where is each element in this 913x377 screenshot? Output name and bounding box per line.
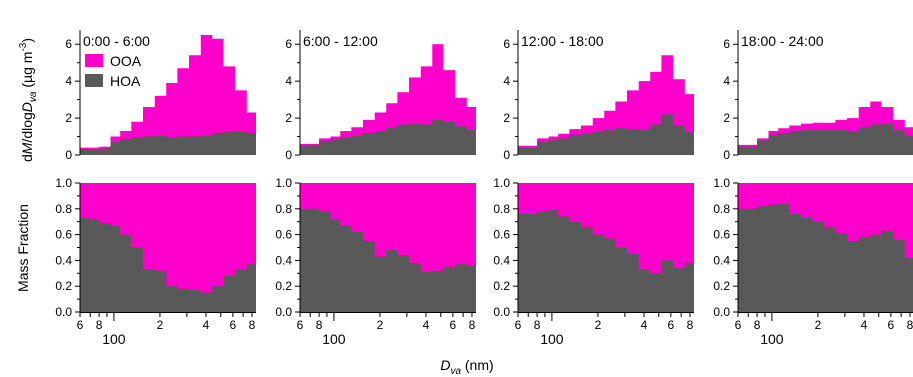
x-minor-tick-label: 8 (249, 318, 256, 332)
hoa-area-top (300, 119, 476, 155)
x-minor-tick-label: 6 (515, 318, 522, 332)
panel-title: 18:00 - 24:00 (741, 33, 824, 49)
bottom-y-tick-label: 0.4 (493, 253, 510, 267)
hoa-area-top (80, 131, 256, 155)
bottom-y-tick-label: 0.2 (713, 279, 730, 293)
hoa-area-bottom (300, 208, 476, 312)
x-minor-tick-label: 8 (96, 318, 103, 332)
x-major-tick-label: 100 (760, 331, 784, 347)
bottom-y-tick-label: 0.6 (275, 228, 292, 242)
hoa-area-bottom (518, 210, 694, 312)
top-y-tick-label: 0 (723, 148, 730, 162)
bottom-y-tick-label: 0.4 (275, 253, 292, 267)
x-minor-tick-label: 2 (377, 318, 384, 332)
legend-label-hoa: HOA (110, 73, 141, 89)
bottom-y-tick-label: 0.8 (275, 202, 292, 216)
x-major-tick-label: 100 (322, 331, 346, 347)
hoa-area-bottom (738, 203, 913, 312)
x-minor-tick-label: 6 (735, 318, 742, 332)
x-minor-tick-label: 6 (450, 318, 457, 332)
legend-swatch-ooa (85, 54, 103, 67)
x-major-tick-label: 100 (102, 331, 126, 347)
panel-title: 12:00 - 18:00 (521, 33, 604, 49)
bottom-y-tick-label: 0.4 (713, 253, 730, 267)
top-y-tick-label: 0 (285, 148, 292, 162)
bottom-y-tick-label: 1.0 (713, 176, 730, 190)
hoa-area-top (738, 123, 913, 155)
x-minor-tick-label: 2 (157, 318, 164, 332)
bottom-y-tick-label: 0.8 (493, 202, 510, 216)
legend-label-ooa: OOA (110, 53, 142, 69)
bottom-y-tick-label: 0.8 (55, 202, 72, 216)
legend-swatch-hoa (85, 74, 103, 87)
bottom-y-tick-label: 0.2 (55, 279, 72, 293)
top-y-tick-label: 2 (503, 111, 510, 125)
top-y-tick-label: 2 (285, 111, 292, 125)
bottom-y-tick-label: 0.6 (493, 228, 510, 242)
bottom-y-tick-label: 0.2 (493, 279, 510, 293)
top-y-tick-label: 0 (503, 148, 510, 162)
top-y-tick-label: 0 (65, 148, 72, 162)
bottom-y-tick-label: 0.8 (713, 202, 730, 216)
bottom-y-tick-label: 0.0 (713, 305, 730, 319)
x-minor-tick-label: 6 (77, 318, 84, 332)
x-minor-tick-label: 8 (316, 318, 323, 332)
top-y-tick-label: 6 (65, 37, 72, 51)
panel-title: 0:00 - 6:00 (83, 33, 150, 49)
top-y-tick-label: 2 (723, 111, 730, 125)
bottom-y-tick-label: 0.4 (55, 253, 72, 267)
x-minor-tick-label: 8 (687, 318, 694, 332)
hoa-area-top (518, 114, 694, 155)
top-y-tick-label: 6 (503, 37, 510, 51)
top-y-tick-label: 4 (65, 74, 72, 88)
x-axis-label: Dva (nm) (440, 357, 493, 377)
legend: OOA HOA (85, 53, 142, 89)
x-minor-tick-label: 2 (815, 318, 822, 332)
bottom-y-axis-label: Mass Fraction (15, 204, 31, 292)
x-minor-tick-label: 4 (861, 318, 868, 332)
x-minor-tick-label: 4 (203, 318, 210, 332)
x-minor-tick-label: 8 (754, 318, 761, 332)
top-y-axis-label: dM/dlogDva (µg m-3) (18, 38, 39, 162)
x-minor-tick-label: 8 (469, 318, 476, 332)
x-minor-tick-label: 6 (297, 318, 304, 332)
bottom-y-tick-label: 0.2 (275, 279, 292, 293)
x-minor-tick-label: 6 (668, 318, 675, 332)
hoa-area-bottom (80, 217, 256, 312)
panel-title: 6:00 - 12:00 (303, 33, 378, 49)
x-minor-tick-label: 6 (888, 318, 895, 332)
x-minor-tick-label: 2 (595, 318, 602, 332)
top-y-tick-label: 4 (503, 74, 510, 88)
x-major-tick-label: 100 (540, 331, 564, 347)
top-y-tick-label: 4 (723, 74, 730, 88)
bottom-y-tick-label: 1.0 (55, 176, 72, 190)
bottom-y-tick-label: 0.0 (493, 305, 510, 319)
top-y-tick-label: 2 (65, 111, 72, 125)
bottom-y-tick-label: 0.0 (55, 305, 72, 319)
top-y-tick-label: 6 (723, 37, 730, 51)
ooa-area-top (80, 35, 256, 155)
bottom-y-tick-label: 0.6 (55, 228, 72, 242)
bottom-y-tick-label: 1.0 (493, 176, 510, 190)
bottom-y-tick-label: 0.0 (275, 305, 292, 319)
bottom-y-tick-label: 1.0 (275, 176, 292, 190)
top-y-tick-label: 6 (285, 37, 292, 51)
x-minor-tick-label: 6 (230, 318, 237, 332)
x-minor-tick-label: 4 (641, 318, 648, 332)
x-minor-tick-label: 8 (534, 318, 541, 332)
x-minor-tick-label: 4 (423, 318, 430, 332)
x-minor-tick-label: 8 (907, 318, 913, 332)
bottom-y-tick-label: 0.6 (713, 228, 730, 242)
top-y-tick-label: 4 (285, 74, 292, 88)
